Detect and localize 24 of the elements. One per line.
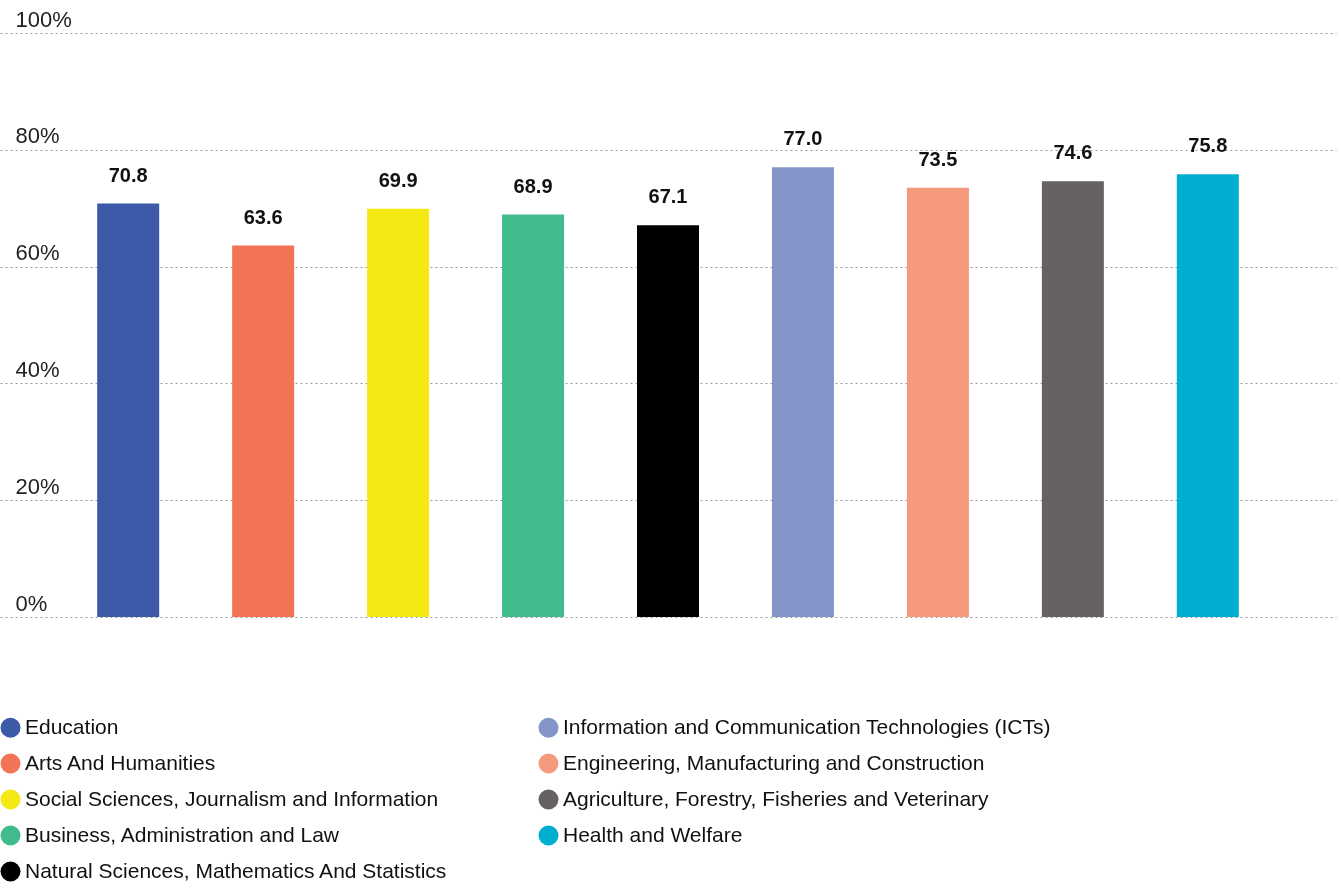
legend-label: Social Sciences, Journalism and Information [25, 786, 439, 810]
legend-label: Arts And Humanities [25, 750, 216, 774]
legend-label: Business, Administration and Law [25, 822, 340, 846]
data-label: 69.9 [378, 168, 418, 191]
y-tick-label: 60% [15, 240, 60, 266]
y-tick-label: 100% [15, 6, 72, 32]
data-label: 74.6 [1053, 141, 1093, 164]
y-tick-label: 40% [15, 356, 60, 382]
data-label: 77.0 [783, 127, 823, 150]
data-label: 67.1 [648, 185, 688, 208]
data-label: 68.9 [513, 174, 553, 197]
data-label: 75.8 [1188, 134, 1228, 157]
data-label: 70.8 [108, 163, 148, 186]
legend-label: Engineering, Manufacturing and Construction [563, 750, 985, 774]
data-label: 63.6 [243, 205, 283, 228]
legend-label: Health and Welfare [563, 822, 743, 846]
y-tick-label: 80% [15, 123, 60, 149]
legend-label: Information and Communication Technologies (ICTs) [563, 714, 1051, 738]
data-label: 73.5 [918, 147, 958, 170]
legend-label: Natural Sciences, Mathematics And Statistics [25, 858, 447, 882]
y-tick-label: 0% [15, 590, 48, 616]
legend-label: Education [25, 714, 119, 738]
y-tick-label: 20% [15, 473, 60, 499]
legend-label: Agriculture, Forestry, Fisheries and Veterinary [563, 786, 990, 810]
